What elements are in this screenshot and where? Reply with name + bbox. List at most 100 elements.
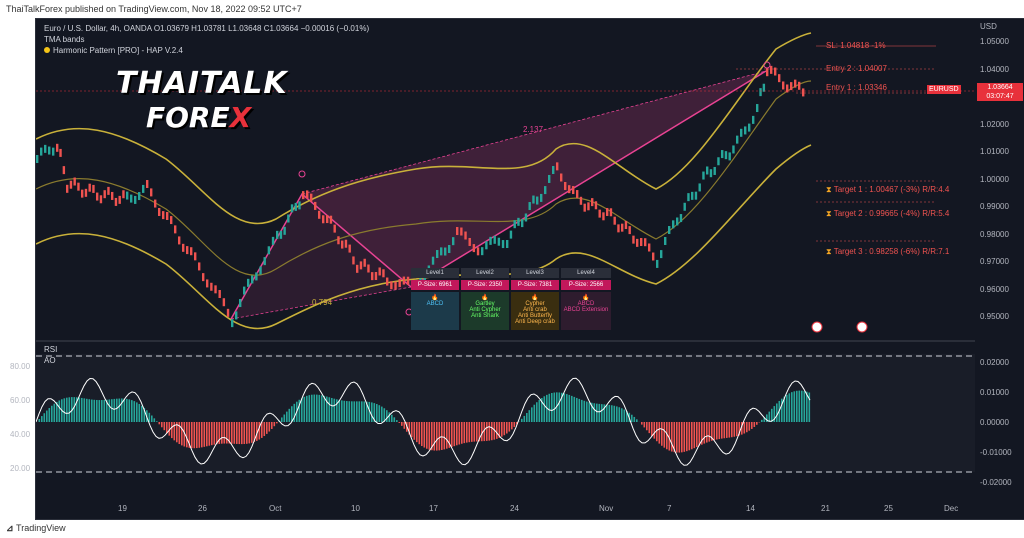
indicator-hap[interactable]: Harmonic Pattern [PRO] - HAP V.2.4 xyxy=(44,45,369,56)
chart-frame[interactable]: Euro / U.S. Dollar, 4h, OANDA O1.03679 H… xyxy=(10,18,1024,520)
candle xyxy=(44,144,47,153)
ao-bar xyxy=(701,422,703,445)
rsi-label[interactable]: RSI xyxy=(44,345,58,354)
rsi-chart-svg[interactable] xyxy=(36,342,975,502)
candle xyxy=(186,246,189,255)
rsi-ao-panel[interactable]: RSI AO 80.00 60.00 40.00 20.00 xyxy=(10,340,975,502)
hap-psize: P-Size: 7381 xyxy=(511,280,559,290)
fire-icon: 🔥 xyxy=(431,295,439,301)
ao-bar xyxy=(281,417,283,422)
candle xyxy=(536,196,539,205)
candle xyxy=(485,241,488,250)
tradingview-footer[interactable]: ⊿ TradingView xyxy=(6,523,66,534)
ao-bar xyxy=(243,422,246,445)
ao-bar xyxy=(531,407,533,422)
price-chart-svg[interactable] xyxy=(36,19,975,337)
ao-bar xyxy=(183,422,186,447)
ao-bar xyxy=(538,399,541,422)
candle xyxy=(231,319,234,328)
time-tick: 7 xyxy=(667,504,672,513)
candle xyxy=(521,219,524,228)
ao-bar xyxy=(536,402,538,422)
ao-bar xyxy=(581,399,583,422)
candle xyxy=(56,143,59,152)
candle xyxy=(501,240,505,249)
ao-bar xyxy=(46,410,48,422)
ao-bar xyxy=(78,397,81,422)
candle xyxy=(786,84,789,93)
ao-bar xyxy=(463,422,466,444)
candle xyxy=(513,220,516,229)
ao-axis[interactable]: 0.02000 0.01000 0.00000 -0.01000 -0.02000 xyxy=(977,340,1024,500)
pattern-name: Anti Deep crab xyxy=(515,319,555,325)
candle xyxy=(174,225,177,234)
candle xyxy=(560,173,563,182)
ao-bar xyxy=(416,422,418,443)
ao-bar xyxy=(51,405,53,422)
ao-bar xyxy=(398,422,401,423)
ao-bar xyxy=(576,397,578,422)
pattern-point-marker xyxy=(763,61,771,69)
ao-bar xyxy=(488,422,491,441)
candle xyxy=(371,272,374,281)
candle xyxy=(367,264,370,273)
ao-bar xyxy=(756,422,758,425)
indicator-tma[interactable]: TMA bands xyxy=(44,35,85,44)
time-tick: 24 xyxy=(510,504,519,513)
candle xyxy=(162,211,165,220)
ao-bar xyxy=(148,412,151,422)
ao-bar xyxy=(313,394,316,422)
candle xyxy=(114,197,118,206)
price-axis[interactable]: USD 1.050001.040001.030001.020001.010001… xyxy=(927,19,1024,337)
candle xyxy=(721,150,724,159)
ao-bar xyxy=(161,422,163,428)
ao-bar xyxy=(458,422,461,445)
candle xyxy=(363,258,366,267)
candle xyxy=(713,166,716,175)
candle xyxy=(744,126,747,135)
candle xyxy=(306,190,309,199)
price-panel[interactable]: Euro / U.S. Dollar, 4h, OANDA O1.03679 H… xyxy=(36,19,975,337)
candle xyxy=(138,192,141,201)
candle xyxy=(36,155,39,163)
candle xyxy=(374,271,378,280)
ao-bar xyxy=(711,422,713,441)
ao-bar xyxy=(503,422,506,436)
candle xyxy=(210,282,213,291)
ao-bar xyxy=(466,422,468,443)
ao-bar xyxy=(483,422,486,442)
candle xyxy=(118,195,121,204)
ao-bar xyxy=(88,399,91,422)
candle xyxy=(318,210,321,219)
candle xyxy=(702,171,705,180)
ao-bar xyxy=(583,400,586,422)
ao-bar xyxy=(478,422,481,442)
ao-bar xyxy=(526,413,528,422)
candle xyxy=(636,238,639,247)
ao-bar xyxy=(293,403,296,422)
candle xyxy=(52,147,55,156)
ao-bar xyxy=(468,422,471,443)
candle xyxy=(66,184,69,193)
time-axis[interactable]: 19 26 Oct 10 17 24 Nov 7 14 21 25 Dec xyxy=(36,501,975,519)
ao-bar xyxy=(738,422,741,436)
candle xyxy=(759,88,762,97)
ao-bar xyxy=(68,397,71,422)
symbol-line[interactable]: Euro / U.S. Dollar, 4h, OANDA O1.03679 H… xyxy=(44,24,370,33)
ao-bar xyxy=(151,415,153,422)
ao-bar xyxy=(228,422,231,444)
candle xyxy=(84,188,88,197)
candle xyxy=(359,261,363,270)
ao-label[interactable]: AO xyxy=(44,356,56,365)
ao-bar xyxy=(186,422,188,448)
candle xyxy=(756,104,759,113)
ao-histogram xyxy=(38,390,811,453)
ao-bar xyxy=(726,422,728,438)
ao-bar xyxy=(251,422,253,443)
ao-bar xyxy=(453,422,456,447)
symbol-price-tag: EURUSD xyxy=(927,85,961,94)
candle xyxy=(146,180,149,189)
candle xyxy=(356,264,359,273)
ao-bar xyxy=(693,422,696,449)
ao-bar xyxy=(211,422,213,446)
